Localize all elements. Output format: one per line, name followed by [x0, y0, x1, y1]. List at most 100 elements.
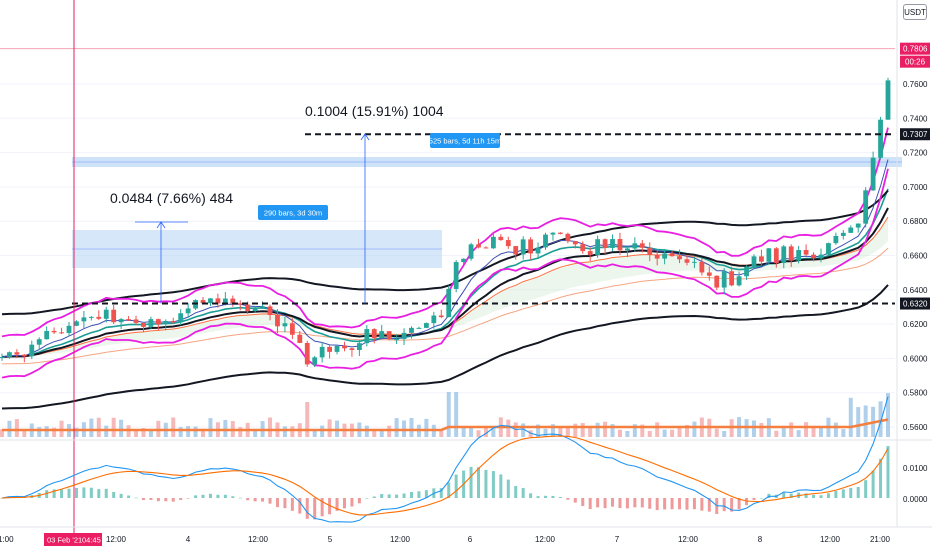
candle-body: [74, 321, 79, 326]
lower-level-tag: [900, 297, 930, 310]
candle: [781, 244, 787, 269]
histogram-bar: [737, 498, 741, 510]
candle-body: [476, 244, 481, 248]
histogram-bar: [119, 493, 123, 498]
lower-level-label: 0.6320: [903, 300, 928, 309]
candle: [833, 232, 839, 245]
volume-bar: [751, 420, 756, 437]
candle: [788, 244, 794, 267]
histogram-bar: [700, 498, 704, 511]
histogram-bar: [186, 498, 190, 499]
candle: [535, 242, 541, 258]
histogram-bar: [782, 491, 786, 498]
histogram-bar: [819, 495, 823, 498]
candle-body: [654, 254, 660, 259]
volume-bar: [789, 422, 794, 437]
candle-body: [528, 239, 534, 254]
candle-body: [610, 239, 615, 248]
candle-body: [632, 243, 638, 249]
histogram-bar: [97, 489, 101, 498]
volume-bar: [305, 402, 310, 437]
candle: [878, 116, 883, 160]
histogram-bar: [573, 498, 577, 503]
candle: [803, 244, 809, 256]
volume-bar: [662, 429, 667, 437]
candle: [416, 326, 422, 329]
candle: [170, 317, 176, 325]
histogram-bar: [261, 498, 265, 502]
candle-body: [684, 259, 690, 263]
histogram-bar: [707, 498, 711, 512]
candle-body: [721, 271, 727, 288]
candle: [289, 318, 295, 340]
ma-cloud: [2, 217, 888, 357]
volume-bar: [647, 430, 652, 437]
volume-bar: [253, 429, 258, 437]
histogram-bar: [536, 496, 540, 498]
candle: [36, 337, 42, 351]
candle: [706, 266, 712, 281]
histogram-bar: [216, 494, 220, 498]
histogram-bar: [387, 494, 391, 498]
measurement-2-bars-label: 525 bars, 5d 11h 15m: [429, 137, 501, 146]
candle: [394, 334, 400, 344]
candle: [364, 325, 370, 347]
histogram-bar: [722, 498, 726, 512]
candle: [178, 309, 184, 326]
volume-bar: [89, 418, 94, 437]
candle-body: [848, 227, 854, 233]
candle-body: [379, 331, 385, 338]
candle: [118, 317, 124, 329]
candle: [855, 223, 861, 233]
candle: [773, 247, 779, 268]
volume-bar: [848, 397, 853, 437]
histogram-bar: [469, 466, 473, 498]
candle-body: [334, 345, 340, 352]
candle: [319, 342, 325, 363]
candle: [639, 239, 645, 253]
candle-body: [781, 246, 787, 264]
volume-bar: [483, 426, 488, 437]
price-tick: 0.7200: [903, 149, 928, 158]
histogram-bar: [305, 498, 309, 519]
histogram-bar: [625, 498, 629, 509]
candle-body: [453, 262, 459, 289]
candle: [699, 258, 705, 276]
candle: [282, 316, 288, 333]
candle: [766, 248, 772, 265]
volume-bar: [617, 429, 622, 437]
volume-bar: [796, 430, 801, 437]
candle: [155, 318, 161, 331]
candle: [44, 326, 50, 340]
volume-bar: [521, 423, 526, 437]
candle: [840, 230, 846, 240]
candle-body: [662, 253, 668, 259]
candle-body: [759, 256, 764, 262]
candle: [677, 249, 682, 264]
bollinger-upper: [1, 189, 889, 316]
volume-bar: [833, 422, 838, 437]
volume-bar: [603, 421, 608, 437]
candle-body: [245, 304, 251, 312]
histogram-bar: [640, 498, 644, 508]
time-tick: 7: [615, 535, 620, 544]
candle-body: [431, 315, 437, 324]
candle: [21, 354, 27, 363]
volume-bar: [722, 430, 727, 437]
volume-bar: [878, 401, 883, 437]
volume-bar: [282, 426, 287, 437]
candle: [468, 242, 474, 261]
candle: [505, 236, 511, 249]
time-axis: 12:00 4 12:00 5 12:00 6 12:00 7 12:00 8 12:00 21:00…: [0, 533, 891, 546]
volume-bar: [856, 407, 861, 437]
histogram-bar: [871, 470, 875, 498]
currency-button[interactable]: USDT: [903, 4, 927, 20]
price-tick: 0.6200: [903, 320, 928, 329]
time-tick: 12:00: [678, 535, 699, 544]
candle: [379, 324, 385, 340]
candle-body: [163, 321, 169, 325]
volume-bar: [186, 426, 191, 437]
volume-bar: [424, 418, 429, 437]
